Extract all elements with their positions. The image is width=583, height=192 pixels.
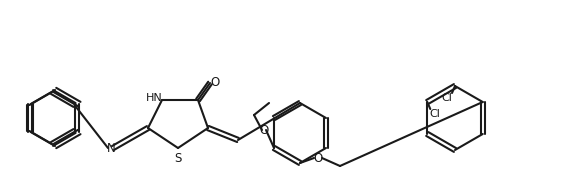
Text: N: N <box>107 142 115 155</box>
Text: HN: HN <box>146 93 163 103</box>
Text: O: O <box>314 151 322 165</box>
Text: Cl: Cl <box>430 109 441 119</box>
Text: O: O <box>259 123 269 137</box>
Text: O: O <box>210 76 220 89</box>
Text: Cl: Cl <box>441 93 452 103</box>
Text: S: S <box>174 151 182 165</box>
